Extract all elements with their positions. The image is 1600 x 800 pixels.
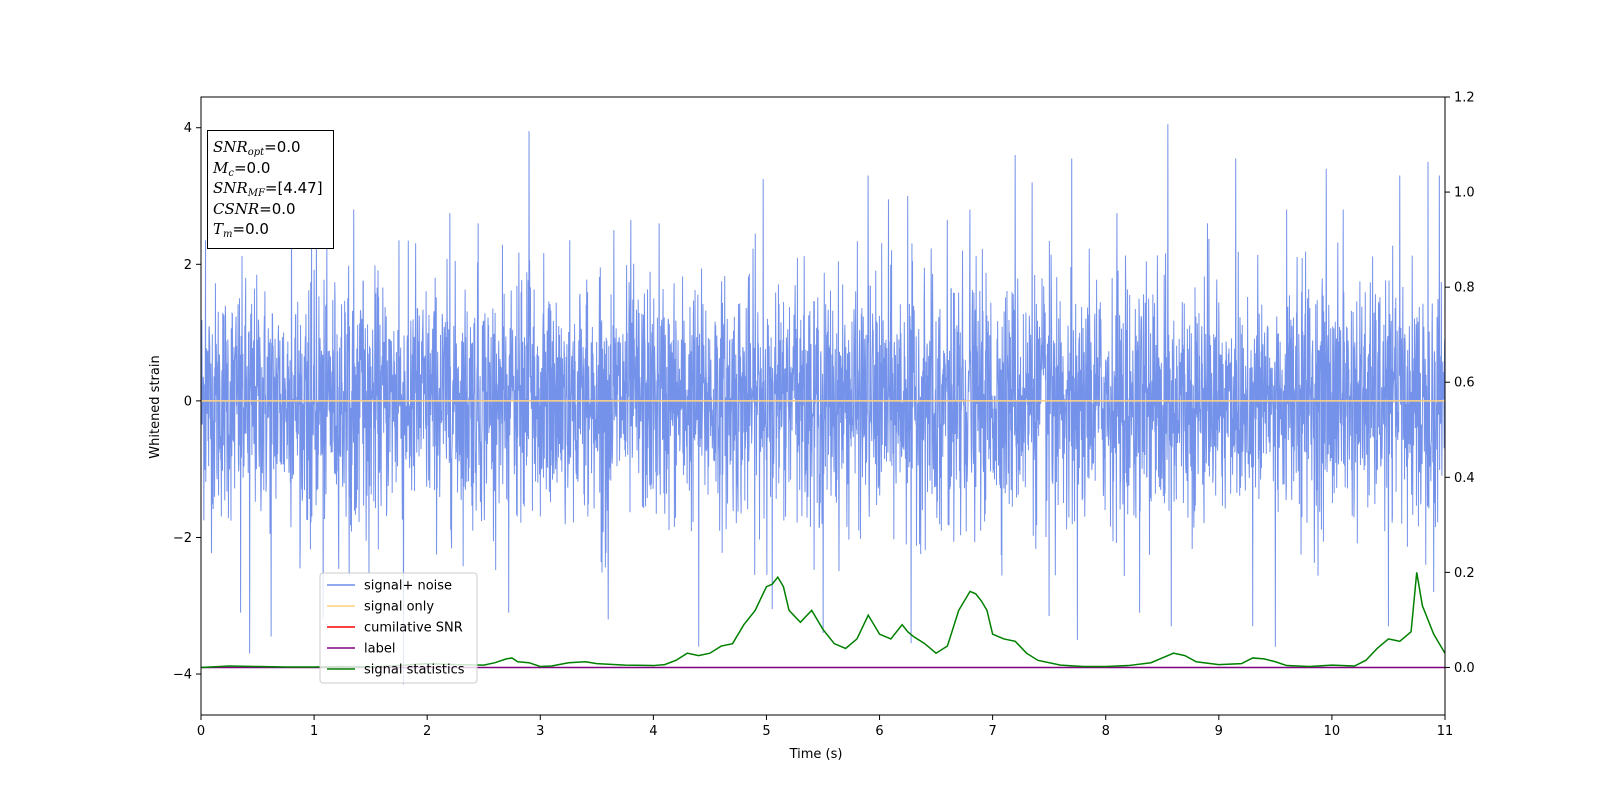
x-tick-label: 7	[988, 724, 996, 739]
y-right-tick-label: 0.0	[1454, 661, 1475, 676]
y-right-tick-label: 1.2	[1454, 91, 1475, 106]
legend-label-signal-only: signal only	[364, 600, 434, 615]
y-axis-title: Whitened strain	[148, 355, 163, 458]
x-tick-label: 10	[1324, 724, 1341, 739]
y-left-tick-label: −4	[173, 668, 192, 683]
tm-row: Tm=0.0	[213, 220, 269, 240]
legend-label-signal-statistics: signal statistics	[364, 663, 465, 678]
x-tick-label: 1	[310, 724, 318, 739]
x-tick-label: 11	[1437, 724, 1454, 739]
snr-mf-row: SNRMF=[4.47]	[213, 179, 323, 199]
y-right-tick-label: 1.0	[1454, 186, 1475, 201]
y-right-tick-label: 0.8	[1454, 281, 1475, 296]
x-tick-label: 5	[762, 724, 770, 739]
legend-frame	[319, 572, 478, 684]
series-signal-statistics	[200, 572, 1446, 669]
y-left-tick-label: −2	[173, 531, 192, 546]
x-tick-label: 9	[1215, 724, 1223, 739]
y-right-tick-label: 0.2	[1454, 566, 1475, 581]
axes-ticks: 0 1 2 3 4 5 6 7 8 9 10 11 −4 −2 0 2 4 0.0 0.2 0.4 0.6 0.8 1.0 1…	[173, 91, 1475, 740]
legend-label-signal-noise: signal+ noise	[364, 579, 452, 594]
y-left-tick-label: 0	[184, 394, 192, 409]
mc-row: Mc=0.0	[213, 158, 271, 179]
legend: signal+ noise signal only cumilative SNR…	[319, 572, 478, 684]
y-right-tick-label: 0.6	[1454, 376, 1475, 391]
y-right-tick-label: 0.4	[1454, 471, 1475, 486]
y-left-tick-label: 4	[184, 121, 192, 136]
snr-opt-row: SNRopt=0.0	[213, 138, 301, 158]
plot-frame	[200, 96, 1446, 716]
legend-label-cumulative-snr: cumilative SNR	[364, 621, 463, 636]
x-tick-label: 6	[875, 724, 883, 739]
x-tick-label: 0	[197, 724, 205, 739]
x-axis-title: Time (s)	[789, 747, 843, 762]
y-left-tick-label: 2	[184, 258, 192, 273]
x-tick-label: 3	[536, 724, 544, 739]
x-tick-label: 2	[423, 724, 431, 739]
x-tick-label: 4	[649, 724, 657, 739]
legend-label-label: label	[364, 642, 395, 657]
csnr-row: CSNR=0.0	[213, 199, 296, 218]
annotation-box: SNRopt=0.0 Mc=0.0 SNRMF=[4.47] CSNR=0.0 …	[207, 130, 334, 249]
series-signal-plus-noise	[200, 124, 1446, 685]
x-tick-label: 8	[1102, 724, 1110, 739]
